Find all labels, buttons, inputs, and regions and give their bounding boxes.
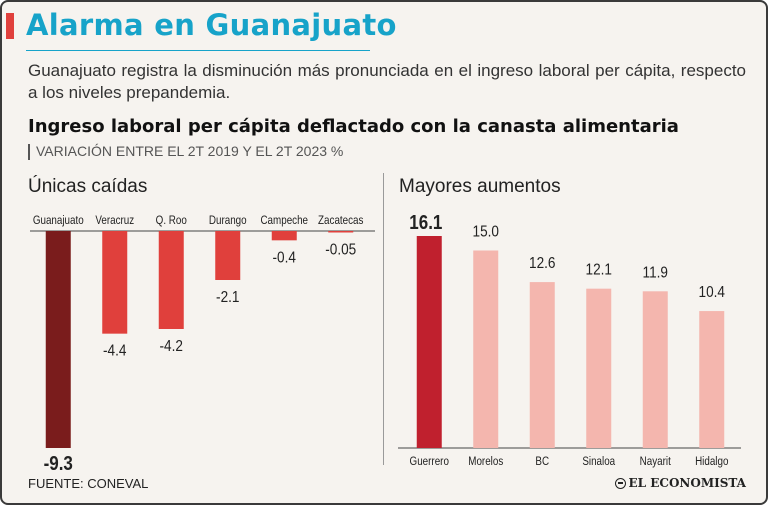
value-label: 11.9: [643, 264, 668, 281]
value-label: -9.3: [44, 452, 73, 475]
value-label: -2.1: [216, 289, 239, 306]
bar-decrease: [158, 231, 184, 329]
bar-increase: [642, 291, 668, 448]
chart-subtitle-text: VARIACIÓN ENTRE EL 2T 2019 Y EL 2T 2023 …: [36, 143, 344, 159]
bar-increase: [473, 250, 499, 448]
subtitle-separator: [28, 144, 30, 161]
value-label: -4.4: [103, 343, 126, 360]
panel-divider: [383, 173, 384, 465]
category-label: Nayarit: [640, 455, 671, 468]
category-label: Morelos: [468, 455, 503, 468]
category-label: Hidalgo: [695, 455, 728, 468]
brand-mark-icon: [614, 477, 626, 489]
value-label: 10.4: [699, 284, 725, 301]
value-label: -4.2: [160, 338, 183, 355]
bar-decrease: [328, 231, 354, 233]
category-label: Q. Roo: [156, 214, 187, 227]
bar-decrease: [45, 231, 71, 448]
bar-decrease: [271, 231, 297, 241]
bar-increase: [699, 311, 725, 448]
category-label: BC: [535, 455, 549, 468]
category-label: Zacatecas: [318, 214, 364, 227]
value-label: -0.4: [273, 249, 296, 266]
panel-title-increases: Mayores aumentos: [399, 176, 561, 197]
value-label: 12.1: [586, 262, 612, 279]
source-note: FUENTE: CONEVAL: [28, 476, 149, 491]
bar-decrease: [215, 231, 241, 280]
bar-decrease: [102, 231, 128, 334]
category-label: Guanajuato: [33, 214, 84, 227]
page-title: Alarma en Guanajuato: [26, 8, 397, 42]
bar-increase: [416, 236, 442, 448]
bar-increase: [586, 288, 612, 448]
title-underline: [26, 50, 370, 51]
category-label: Durango: [209, 214, 247, 227]
value-label: -0.05: [325, 242, 356, 259]
chart-title: Ingreso laboral per cápita deflactado co…: [28, 116, 679, 137]
category-label: Guerrero: [410, 455, 449, 468]
panel-title-decreases: Únicas caídas: [28, 176, 148, 197]
category-label: Sinaloa: [582, 455, 616, 468]
title-accent-bar: [6, 13, 14, 39]
value-label: 16.1: [409, 211, 442, 234]
bar-increase: [529, 282, 555, 448]
value-label: 15.0: [473, 224, 499, 241]
chart-subtitle: VARIACIÓN ENTRE EL 2T 2019 Y EL 2T 2023 …: [28, 143, 344, 161]
page-subtitle: Guanajuato registra la disminución más p…: [28, 61, 746, 102]
category-label: Veracruz: [95, 214, 134, 227]
brand-name: EL ECONOMISTA: [628, 476, 746, 490]
category-label: Campeche: [260, 214, 308, 227]
value-label: 12.6: [529, 255, 555, 272]
brand-logo: EL ECONOMISTA: [614, 476, 746, 490]
